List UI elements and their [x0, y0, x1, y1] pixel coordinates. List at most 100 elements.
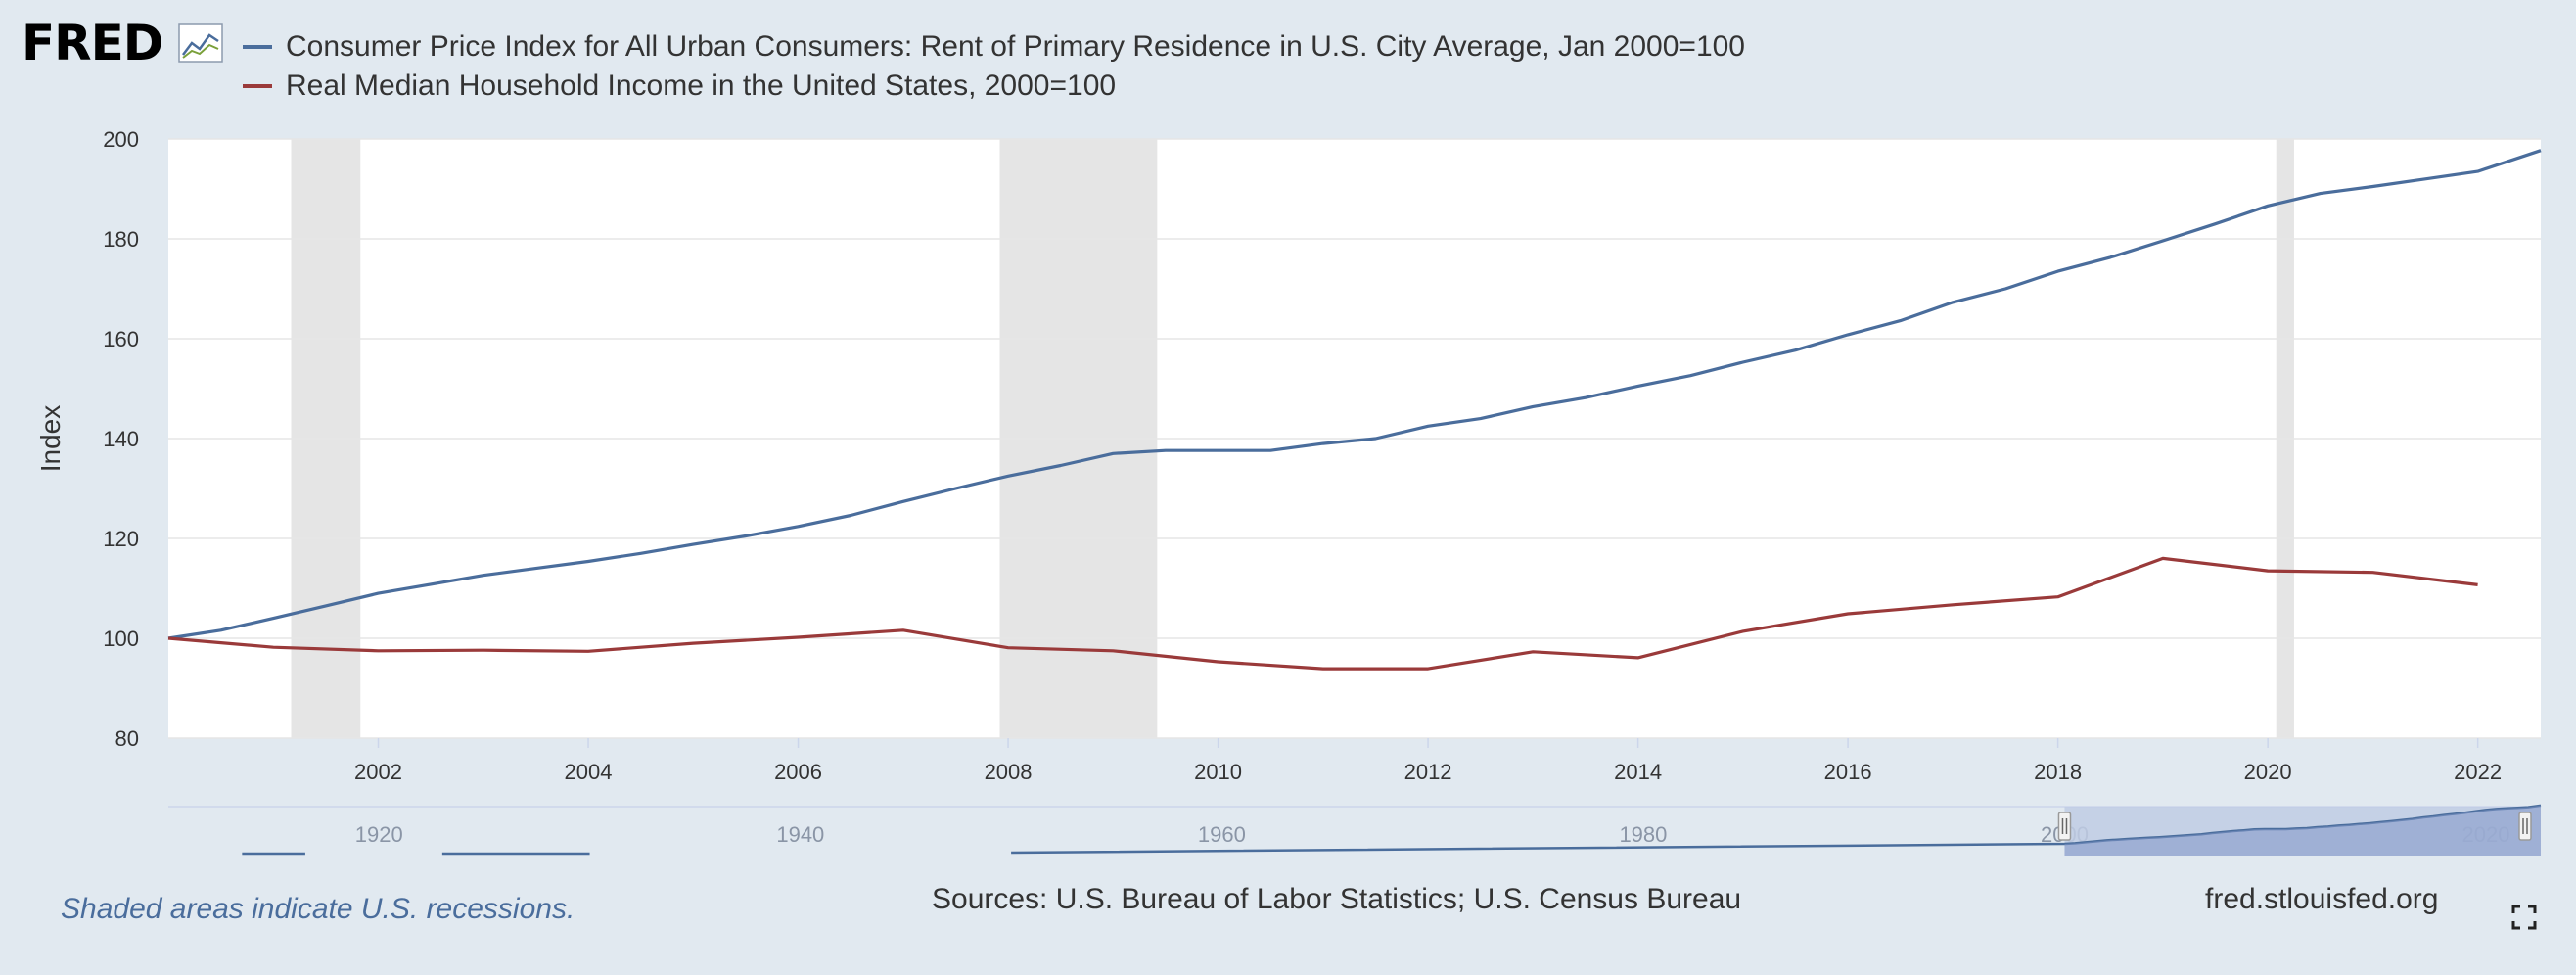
data-point-rent[interactable]	[2265, 203, 2271, 209]
legend-swatch-rent	[243, 45, 272, 49]
data-point-rent[interactable]	[1425, 423, 1431, 429]
data-point-rent[interactable]	[1898, 318, 1904, 324]
data-point-rent[interactable]	[270, 616, 276, 622]
data-point-income[interactable]	[1425, 666, 1431, 672]
data-point-income[interactable]	[376, 648, 382, 654]
data-point-income[interactable]	[481, 647, 486, 653]
data-point-rent[interactable]	[848, 513, 853, 519]
data-point-rent[interactable]	[1740, 359, 1746, 365]
data-point-rent[interactable]	[1058, 463, 1064, 469]
data-point-income[interactable]	[1635, 655, 1641, 661]
y-tick-label: 100	[103, 627, 139, 651]
data-point-income[interactable]	[1110, 648, 1116, 654]
x-tick-label: 2008	[985, 760, 1033, 784]
data-point-income[interactable]	[2055, 594, 2061, 600]
data-point-rent[interactable]	[1110, 450, 1116, 456]
legend-label-rent: Consumer Price Index for All Urban Consu…	[286, 30, 1745, 63]
data-point-rent[interactable]	[2318, 191, 2323, 197]
y-tick-label: 80	[115, 726, 139, 751]
navigator-tick-label: 1920	[355, 822, 403, 847]
range-navigator[interactable]: 192019401960198020002020	[0, 773, 2576, 871]
data-point-income[interactable]	[2475, 581, 2481, 587]
data-point-income[interactable]	[1005, 645, 1011, 651]
data-point-rent[interactable]	[585, 558, 591, 564]
data-point-rent[interactable]	[1372, 436, 1378, 441]
x-tick-label: 2004	[565, 760, 613, 784]
data-point-income[interactable]	[585, 648, 591, 654]
data-point-rent[interactable]	[1478, 416, 1484, 422]
data-point-income[interactable]	[796, 634, 802, 640]
data-point-rent[interactable]	[323, 603, 329, 609]
data-point-rent[interactable]	[376, 590, 382, 596]
data-point-rent[interactable]	[1950, 300, 1955, 305]
data-point-rent[interactable]	[218, 627, 224, 633]
legend-item-rent[interactable]: Consumer Price Index for All Urban Consu…	[243, 27, 1745, 67]
y-tick-label: 140	[103, 427, 139, 451]
data-point-rent[interactable]	[1687, 373, 1693, 379]
data-point-rent[interactable]	[638, 550, 644, 556]
data-point-rent[interactable]	[1792, 348, 1798, 353]
data-point-rent[interactable]	[1163, 447, 1169, 453]
data-point-income[interactable]	[2369, 570, 2375, 576]
data-point-rent[interactable]	[532, 566, 538, 572]
data-point-rent[interactable]	[1530, 403, 1536, 409]
data-point-rent[interactable]	[900, 498, 906, 504]
data-point-rent[interactable]	[2422, 176, 2428, 182]
data-point-rent[interactable]	[2160, 238, 2166, 244]
recession-note: Shaded areas indicate U.S. recessions.	[61, 893, 575, 925]
data-point-rent[interactable]	[1635, 383, 1641, 389]
line-chart[interactable]: 80 100 120 140 160 180 200 2002 2004 2006 2008 2010…	[0, 0, 2576, 861]
data-point-income[interactable]	[1740, 628, 1746, 634]
data-point-rent[interactable]	[743, 533, 749, 538]
data-point-income[interactable]	[2160, 555, 2166, 561]
data-point-income[interactable]	[2265, 568, 2271, 574]
data-point-rent[interactable]	[428, 581, 434, 587]
data-point-income[interactable]	[1950, 602, 1955, 608]
data-point-rent[interactable]	[1267, 447, 1273, 453]
data-point-rent[interactable]	[2213, 221, 2219, 227]
navigator-tick-label: 1980	[1619, 822, 1667, 847]
data-point-rent[interactable]	[2002, 286, 2008, 292]
data-point-rent[interactable]	[2107, 255, 2113, 260]
data-point-rent[interactable]	[2475, 168, 2481, 174]
data-point-rent[interactable]	[2369, 183, 2375, 189]
data-point-income[interactable]	[270, 644, 276, 650]
y-tick-label: 120	[103, 527, 139, 551]
data-point-rent[interactable]	[2055, 268, 2061, 274]
data-point-income[interactable]	[1320, 666, 1326, 672]
navigator-tick-label: 1960	[1198, 822, 1246, 847]
data-point-income[interactable]	[1216, 659, 1221, 665]
data-point-rent[interactable]	[1005, 473, 1011, 479]
data-point-rent[interactable]	[796, 524, 802, 530]
site-link[interactable]: fred.stlouisfed.org	[2205, 883, 2439, 915]
x-tick-label: 2016	[1824, 760, 1872, 784]
data-point-rent[interactable]	[1583, 395, 1588, 400]
navigator-series-area	[2064, 805, 2541, 856]
data-point-income[interactable]	[1530, 649, 1536, 655]
series-line-rent[interactable]	[167, 149, 2542, 640]
x-tick-label: 2018	[2034, 760, 2082, 784]
sources-text: Sources: U.S. Bureau of Labor Statistics…	[932, 883, 1742, 915]
data-point-rent[interactable]	[690, 541, 696, 547]
data-point-rent[interactable]	[481, 573, 486, 579]
data-point-income[interactable]	[690, 640, 696, 646]
data-point-income[interactable]	[900, 627, 906, 633]
data-point-rent[interactable]	[1216, 447, 1221, 453]
legend-item-income[interactable]: Real Median Household Income in the Unit…	[243, 67, 1116, 106]
data-point-rent[interactable]	[1845, 332, 1851, 338]
y-tick-label: 160	[103, 327, 139, 351]
y-tick-label: 200	[103, 127, 139, 152]
series-line-income[interactable]	[167, 556, 2478, 671]
data-point-rent[interactable]	[952, 486, 958, 491]
x-tick-label: 2012	[1404, 760, 1452, 784]
fullscreen-icon[interactable]	[2511, 905, 2537, 930]
data-point-income[interactable]	[1845, 611, 1851, 617]
data-point-rent[interactable]	[1320, 441, 1326, 446]
data-point-income[interactable]	[165, 635, 171, 641]
navigator-handle-right[interactable]	[2518, 812, 2532, 841]
x-tick-label: 2014	[1614, 760, 1662, 784]
navigator-handle-left[interactable]	[2057, 812, 2072, 841]
fred-logo[interactable]: FRED	[22, 15, 163, 71]
legend-label-income: Real Median Household Income in the Unit…	[286, 70, 1117, 102]
data-point-rent[interactable]	[2538, 148, 2544, 154]
